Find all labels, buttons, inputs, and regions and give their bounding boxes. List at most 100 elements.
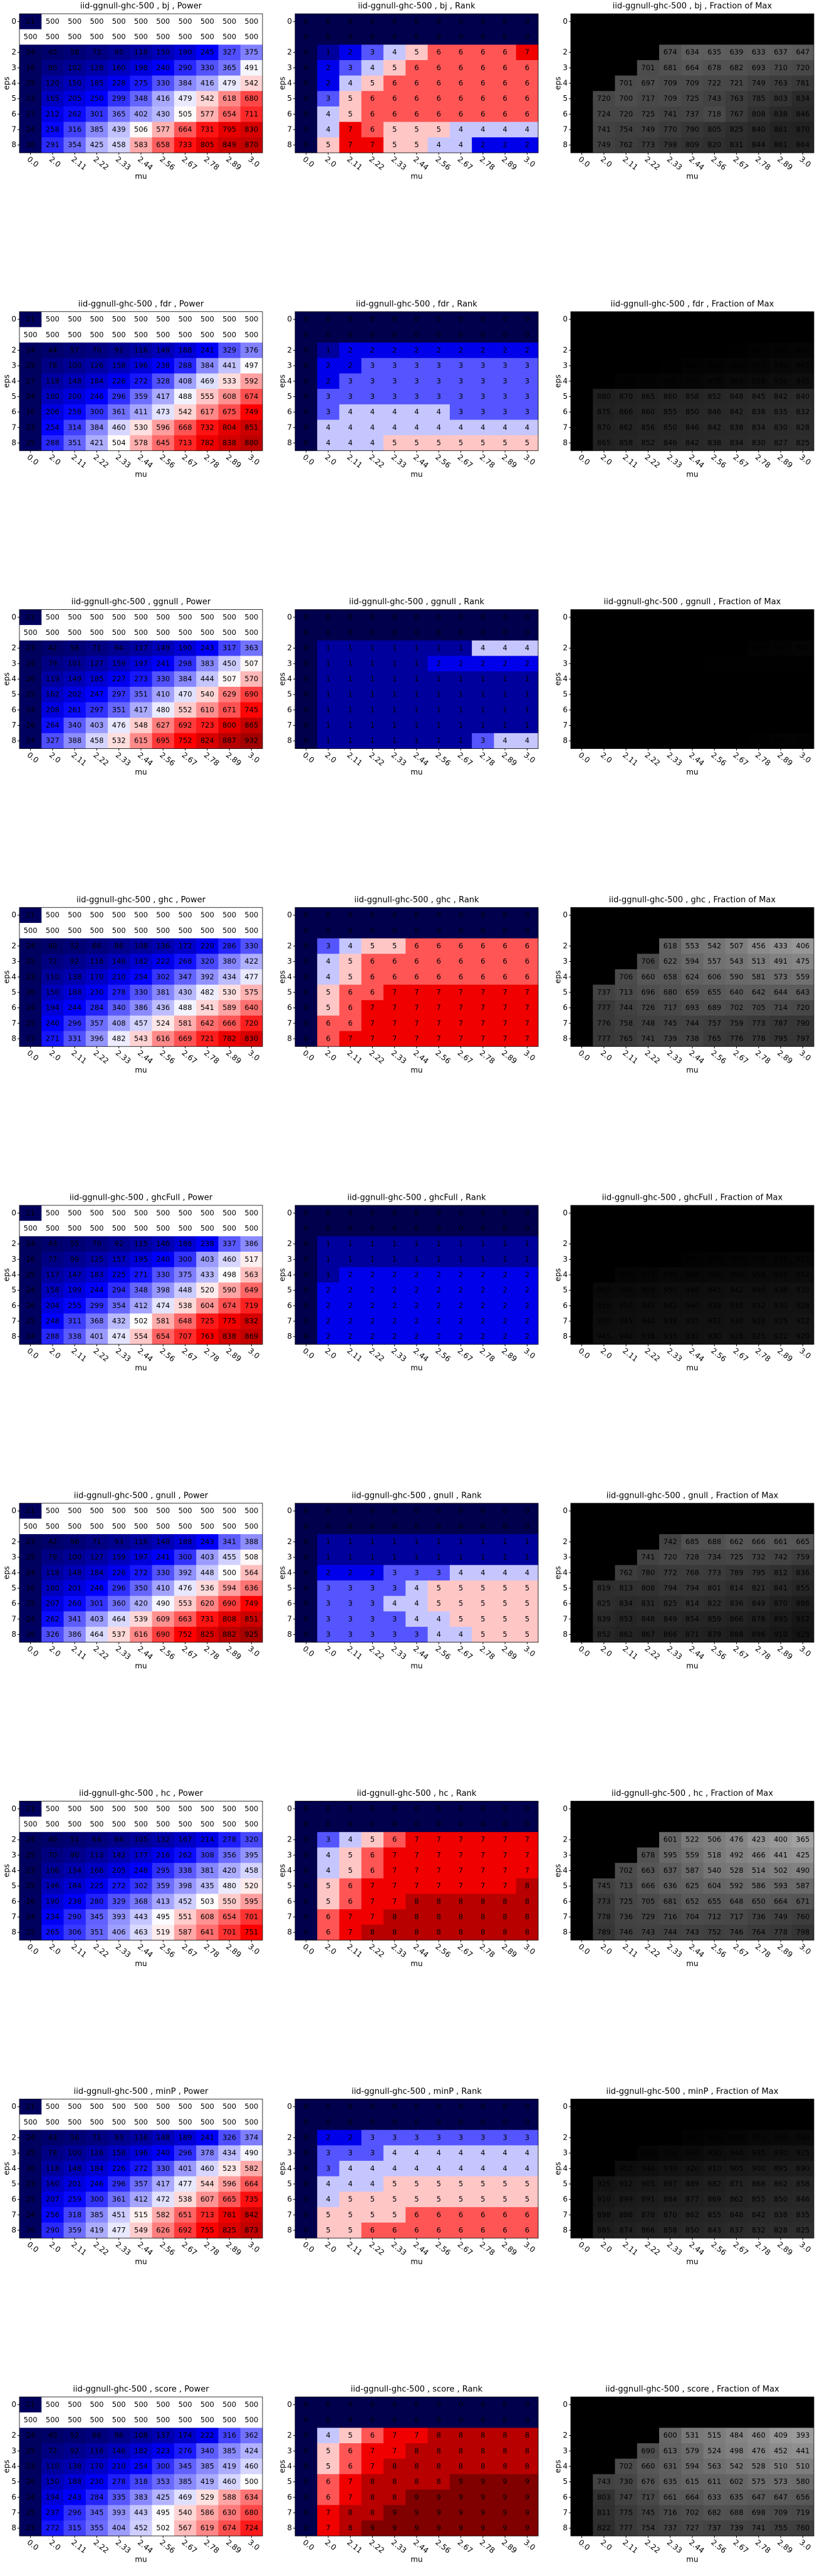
cell-label: 4 xyxy=(525,736,529,745)
cell-label: 421 xyxy=(90,438,103,447)
cell-label: 7 xyxy=(370,1897,375,1905)
x-tick-label: 2.22 xyxy=(91,1644,110,1661)
cell-label: 0 xyxy=(326,330,330,339)
cell-label: 7 xyxy=(481,1835,485,1844)
cell-label: 0 xyxy=(304,1928,308,1937)
cell-label: 244 xyxy=(68,1003,81,1012)
cell-label: 2 xyxy=(525,140,529,149)
cell-label: 1000 xyxy=(683,1507,701,1515)
y-tick-label: 2 xyxy=(563,346,568,354)
cell-label: 744 xyxy=(685,1019,699,1028)
cell-label: 1000 xyxy=(595,1568,613,1577)
cell-label: 500 xyxy=(179,612,192,621)
cell-label: 1 xyxy=(348,736,353,745)
cell-label: 246 xyxy=(90,1584,103,1592)
cell-label: 26 xyxy=(26,1301,35,1310)
cell-label: 693 xyxy=(752,63,766,72)
cell-label: 6 xyxy=(525,941,529,950)
cell-label: 430 xyxy=(156,110,170,118)
cell-label: 255 xyxy=(68,1301,81,1310)
y-tick-label: 7 xyxy=(563,1317,568,1326)
cell-label: 476 xyxy=(112,721,126,729)
cell-label: 752 xyxy=(179,1630,192,1639)
cell-label: 1000 xyxy=(617,1835,635,1844)
cell-label: 1000 xyxy=(661,17,679,26)
cell-label: 0 xyxy=(370,1522,375,1530)
cell-label: 830 xyxy=(244,125,258,134)
cell-label: 4 xyxy=(348,438,353,447)
cell-label: 6 xyxy=(392,79,397,88)
cell-label: 0 xyxy=(392,1820,397,1828)
y-tick-label: 7 xyxy=(11,1912,16,1921)
cell-label: 990 xyxy=(752,644,766,652)
cell-label: 1000 xyxy=(661,736,679,745)
cell-label: 980 xyxy=(730,1255,744,1264)
y-tick-label: 3 xyxy=(11,1850,16,1859)
cell-label: 8 xyxy=(437,1912,441,1921)
cell-label: 6 xyxy=(502,63,507,72)
cell-label: 4 xyxy=(459,140,463,149)
x-tick-label: 2.22 xyxy=(367,1048,386,1065)
cell-label: 1000 xyxy=(727,721,746,729)
cell-label: 1000 xyxy=(595,1270,613,1279)
cell-label: 2 xyxy=(326,63,330,72)
cell-label: 1000 xyxy=(595,644,613,652)
cell-label: 972 xyxy=(796,1255,809,1264)
cell-label: 644 xyxy=(774,987,788,996)
y-tick-label: 2 xyxy=(11,1239,16,1248)
cell-label: 300 xyxy=(179,1553,192,1562)
cell-label: 749 xyxy=(597,140,611,149)
cell-label: 25 xyxy=(26,1599,35,1608)
cell-label: 45 xyxy=(48,48,58,56)
cell-label: 4 xyxy=(437,423,441,431)
cell-label: 7 xyxy=(348,140,353,149)
cell-label: 697 xyxy=(641,79,655,88)
y-tick-label: 5 xyxy=(11,1285,16,1294)
x-tick-label: 2.78 xyxy=(478,1048,497,1065)
cell-label: 0 xyxy=(348,1804,353,1813)
cell-label: 1000 xyxy=(617,1255,635,1264)
x-tick-label: 0.0 xyxy=(26,1048,41,1063)
cell-label: 1000 xyxy=(639,1522,657,1530)
cell-label: 776 xyxy=(730,1034,744,1043)
cell-label: 3 xyxy=(481,376,485,385)
cell-label: 759 xyxy=(796,1553,809,1562)
cell-label: 593 xyxy=(774,1882,788,1890)
cell-label: 856 xyxy=(641,423,655,431)
cell-label: 7 xyxy=(525,1866,529,1875)
cell-label: 500 xyxy=(222,1522,236,1530)
cell-label: 3 xyxy=(348,392,353,401)
cell-label: 117 xyxy=(134,644,148,652)
cell-label: 563 xyxy=(244,1270,258,1279)
cell-label: 25 xyxy=(26,1317,35,1326)
cell-label: 500 xyxy=(46,17,60,26)
cell-label: 717 xyxy=(663,1003,677,1012)
cell-label: 4 xyxy=(481,125,485,134)
cell-label: 524 xyxy=(156,1019,170,1028)
cell-label: 500 xyxy=(90,926,103,935)
cell-label: 70 xyxy=(48,1850,58,1859)
cell-label: 935 xyxy=(730,1301,744,1310)
cell-label: 26 xyxy=(26,1255,35,1264)
cell-label: 978 xyxy=(752,1255,766,1264)
cell-label: 1000 xyxy=(573,79,591,88)
cell-label: 0 xyxy=(525,1804,529,1813)
cell-label: 1000 xyxy=(683,346,701,354)
cell-label: 1000 xyxy=(705,315,724,324)
cell-label: 188 xyxy=(179,1537,192,1546)
cell-label: 0 xyxy=(304,1820,308,1828)
cell-label: 2 xyxy=(525,1285,529,1294)
cell-label: 42 xyxy=(48,1537,58,1546)
y-tick-label: 6 xyxy=(287,1003,292,1012)
cell-label: 2 xyxy=(525,1332,529,1341)
cell-label: 0 xyxy=(525,1224,529,1233)
cell-label: 6 xyxy=(348,1003,353,1012)
cell-label: 6 xyxy=(326,1034,330,1043)
x-tick-label: 0.0 xyxy=(301,1644,316,1659)
cell-label: 24 xyxy=(26,392,35,401)
cell-label: 1000 xyxy=(573,1835,591,1844)
cell-label: 6 xyxy=(392,1835,397,1844)
cell-label: 1 xyxy=(525,1537,529,1546)
cell-label: 1000 xyxy=(639,926,657,935)
cell-label: 363 xyxy=(244,644,258,652)
